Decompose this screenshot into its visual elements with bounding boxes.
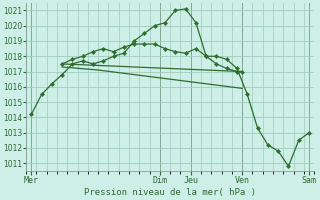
- X-axis label: Pression niveau de la mer( hPa ): Pression niveau de la mer( hPa ): [84, 188, 256, 197]
